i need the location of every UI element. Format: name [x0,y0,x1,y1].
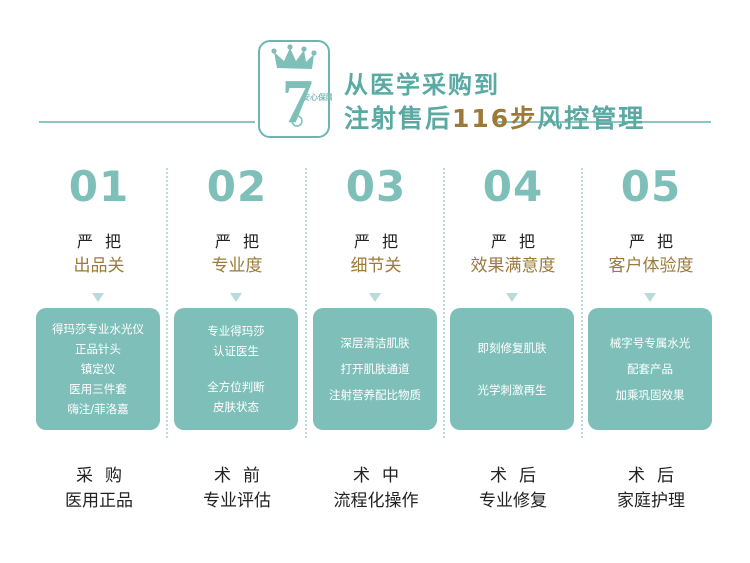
step-stage-desc: 医用正品 [65,491,133,511]
card-line: 全方位判断 [207,380,265,394]
step-column-5: 05 严把 客户体验度 械字号专属水光 配套产品 加乘巩固效果 术后 家庭护理 [586,150,716,563]
column-divider [305,168,307,438]
step-card: 械字号专属水光 配套产品 加乘巩固效果 [588,308,712,430]
step-number: 01 [68,162,130,211]
title-accent: 116步 [452,104,538,133]
card-line: 嗨注/菲洛嘉 [67,402,129,416]
card-line: 注射营养配比物质 [329,388,421,402]
step-aspect: 专业度 [211,256,263,276]
down-arrow-icon [506,293,518,302]
step-card: 专业得玛莎 认证医生 全方位判断 皮肤状态 [174,308,298,430]
step-stage: 采购 [76,466,134,486]
card-line: 得玛莎专业水光仪 [52,322,144,336]
step-aspect: 效果满意度 [470,256,556,276]
header-rule-right [498,121,711,123]
steps-section: 01 严把 出品关 得玛莎专业水光仪 正品针头 镇定仪 医用三件套 嗨注/菲洛嘉… [0,150,750,563]
column-divider [443,168,445,438]
step-aspect: 出品关 [73,256,125,276]
card-line: 皮肤状态 [213,400,259,414]
page-title-line2: 注射售后116步风控管理 [344,99,645,135]
step-aspect: 客户体验度 [608,256,694,276]
column-divider [581,168,583,438]
brand-logo: 7 安心保障 [258,40,332,138]
step-stage: 术前 [214,466,272,486]
page-title-line1: 从医学采购到 [344,71,500,99]
step-card: 即刻修复肌肤 光学刺激再生 [450,308,574,430]
step-stage: 术中 [353,466,411,486]
step-strict-label: 严把 [628,232,685,251]
step-strict-label: 严把 [214,232,271,251]
card-line: 镇定仪 [80,362,116,376]
step-stage-desc: 专业评估 [203,491,271,511]
step-stage: 术后 [628,466,686,486]
title-suffix: 风控管理 [537,104,646,133]
column-divider [166,168,168,438]
down-arrow-icon [369,293,381,302]
card-line: 正品针头 [75,342,121,356]
card-line: 光学刺激再生 [477,383,547,397]
header: 7 安心保障 从医学采购到 注射售后116步风控管理 [0,0,750,150]
card-line: 械字号专属水光 [609,336,691,350]
header-rule-left [39,121,255,123]
card-line: 打开肌肤通道 [340,362,410,376]
crown-seven-logo-icon: 7 安心保障 [271,44,332,136]
step-stage-desc: 专业修复 [479,491,547,511]
card-line: 配套产品 [627,362,673,376]
down-arrow-icon [92,293,104,302]
step-stage: 术后 [490,466,548,486]
step-card: 深层清洁肌肤 打开肌肤通道 注射营养配比物质 [313,308,437,430]
step-stage-desc: 流程化操作 [333,491,419,511]
title-prefix: 注射售后 [344,104,453,133]
card-line: 加乘巩固效果 [615,388,685,402]
card-line: 深层清洁肌肤 [340,336,410,350]
step-column-3: 03 严把 细节关 深层清洁肌肤 打开肌肤通道 注射营养配比物质 术中 流程化操… [311,150,441,563]
step-card: 得玛莎专业水光仪 正品针头 镇定仪 医用三件套 嗨注/菲洛嘉 [36,308,160,430]
step-column-4: 04 严把 效果满意度 即刻修复肌肤 光学刺激再生 术后 专业修复 [448,150,578,563]
step-strict-label: 严把 [490,232,547,251]
down-arrow-icon [644,293,656,302]
step-strict-label: 严把 [353,232,410,251]
card-line: 即刻修复肌肤 [477,341,547,355]
card-line: 专业得玛莎 [207,324,265,338]
logo-number: 7 [282,68,313,136]
step-number: 02 [206,162,268,211]
down-arrow-icon [230,293,242,302]
step-column-2: 02 严把 专业度 专业得玛莎 认证医生 全方位判断 皮肤状态 术前 专业评估 [172,150,302,563]
step-number: 03 [345,162,407,211]
step-column-1: 01 严把 出品关 得玛莎专业水光仪 正品针头 镇定仪 医用三件套 嗨注/菲洛嘉… [34,150,164,563]
logo-text: 安心保障 [302,92,332,102]
card-line: 医用三件套 [69,382,127,396]
step-aspect: 细节关 [350,256,402,276]
step-number: 04 [482,162,544,211]
step-number: 05 [620,162,682,211]
step-stage-desc: 家庭护理 [617,491,685,511]
card-line: 认证医生 [213,344,259,358]
step-strict-label: 严把 [76,232,133,251]
